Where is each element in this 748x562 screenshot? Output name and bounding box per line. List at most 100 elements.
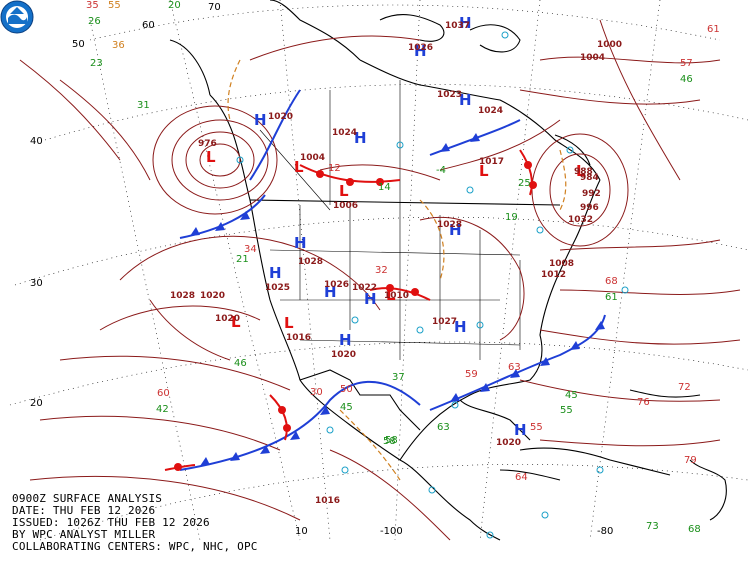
svg-text:61: 61	[605, 292, 618, 303]
svg-text:68: 68	[605, 276, 618, 287]
svg-text:37: 37	[392, 372, 405, 383]
cold-fronts	[179, 89, 606, 471]
svg-text:55: 55	[560, 405, 573, 416]
svg-text:H: H	[449, 221, 462, 239]
svg-text:57: 57	[680, 58, 693, 69]
svg-text:1020: 1020	[496, 438, 521, 448]
svg-text:1020: 1020	[268, 112, 293, 122]
lat-label-10: 10	[295, 526, 308, 537]
svg-text:1037: 1037	[445, 21, 470, 31]
svg-text:1026: 1026	[324, 280, 349, 290]
svg-text:61: 61	[707, 24, 720, 35]
svg-text:1023: 1023	[437, 90, 462, 100]
svg-text:42: 42	[156, 404, 169, 415]
svg-text:64: 64	[515, 472, 528, 483]
svg-text:79: 79	[684, 455, 697, 466]
lat-label-40: 40	[30, 136, 43, 147]
product-title: 0900Z SURFACE ANALYSIS	[12, 492, 163, 505]
svg-text:H: H	[324, 283, 337, 301]
svg-text:46: 46	[234, 358, 247, 369]
lat-label-70: 70	[208, 2, 221, 13]
station-circles	[236, 31, 629, 539]
svg-text:H: H	[514, 421, 527, 439]
svg-text:59: 59	[465, 369, 478, 380]
svg-text:1025: 1025	[265, 283, 290, 293]
svg-text:32: 32	[375, 265, 388, 276]
svg-text:1020: 1020	[331, 350, 356, 360]
svg-text:60: 60	[157, 388, 170, 399]
coastlines	[169, 0, 727, 541]
svg-text:H: H	[364, 290, 377, 308]
svg-text:45: 45	[340, 402, 353, 413]
svg-text:H: H	[339, 331, 352, 349]
svg-text:58: 58	[385, 435, 398, 446]
isobars	[19, 19, 741, 541]
svg-text:23: 23	[90, 58, 103, 69]
svg-text:1016: 1016	[315, 496, 340, 506]
lat-label-20: 20	[30, 398, 43, 409]
svg-text:1006: 1006	[333, 201, 358, 211]
svg-text:73: 73	[646, 521, 659, 532]
svg-text:L: L	[386, 286, 396, 304]
svg-text:30: 30	[310, 387, 323, 398]
svg-text:996: 996	[580, 203, 599, 213]
svg-text:26: 26	[88, 16, 101, 27]
svg-text:L: L	[339, 182, 349, 200]
svg-text:1028: 1028	[298, 257, 323, 267]
svg-text:H: H	[414, 42, 427, 60]
svg-text:H: H	[269, 264, 282, 282]
svg-text:1020: 1020	[200, 291, 225, 301]
station-values: 35 26 55 36 23 31 20 21 32 58 30 61 57 4…	[86, 0, 720, 535]
svg-text:1012: 1012	[541, 270, 566, 280]
svg-text:19: 19	[505, 212, 518, 223]
svg-text:68: 68	[688, 524, 701, 535]
svg-text:12: 12	[328, 163, 341, 174]
svg-text:1024: 1024	[332, 128, 357, 138]
svg-text:35: 35	[86, 0, 99, 11]
svg-text:-4: -4	[436, 165, 446, 176]
svg-text:36: 36	[112, 40, 125, 51]
svg-text:25: 25	[518, 178, 531, 189]
graticule	[9, 0, 748, 541]
lat-label-50: 50	[72, 39, 85, 50]
svg-text:H: H	[354, 129, 367, 147]
svg-text:988: 988	[574, 167, 593, 177]
lat-label-60: 60	[142, 20, 155, 31]
svg-text:20: 20	[168, 0, 181, 11]
svg-text:31: 31	[137, 100, 150, 111]
svg-text:1004: 1004	[580, 53, 605, 63]
svg-text:63: 63	[508, 362, 521, 373]
svg-text:H: H	[454, 318, 467, 336]
svg-text:1020: 1020	[215, 314, 240, 324]
svg-text:1027: 1027	[432, 317, 457, 327]
svg-text:L: L	[231, 313, 241, 331]
svg-text:1024: 1024	[478, 106, 503, 116]
svg-text:1017: 1017	[479, 157, 504, 167]
warm-front-bumps	[174, 161, 537, 471]
svg-text:55: 55	[530, 422, 543, 433]
svg-text:H: H	[459, 14, 472, 32]
graticule-labels: 50 40 30 20 60 70 10 -100 -80	[30, 2, 613, 537]
svg-text:1010: 1010	[384, 291, 409, 301]
